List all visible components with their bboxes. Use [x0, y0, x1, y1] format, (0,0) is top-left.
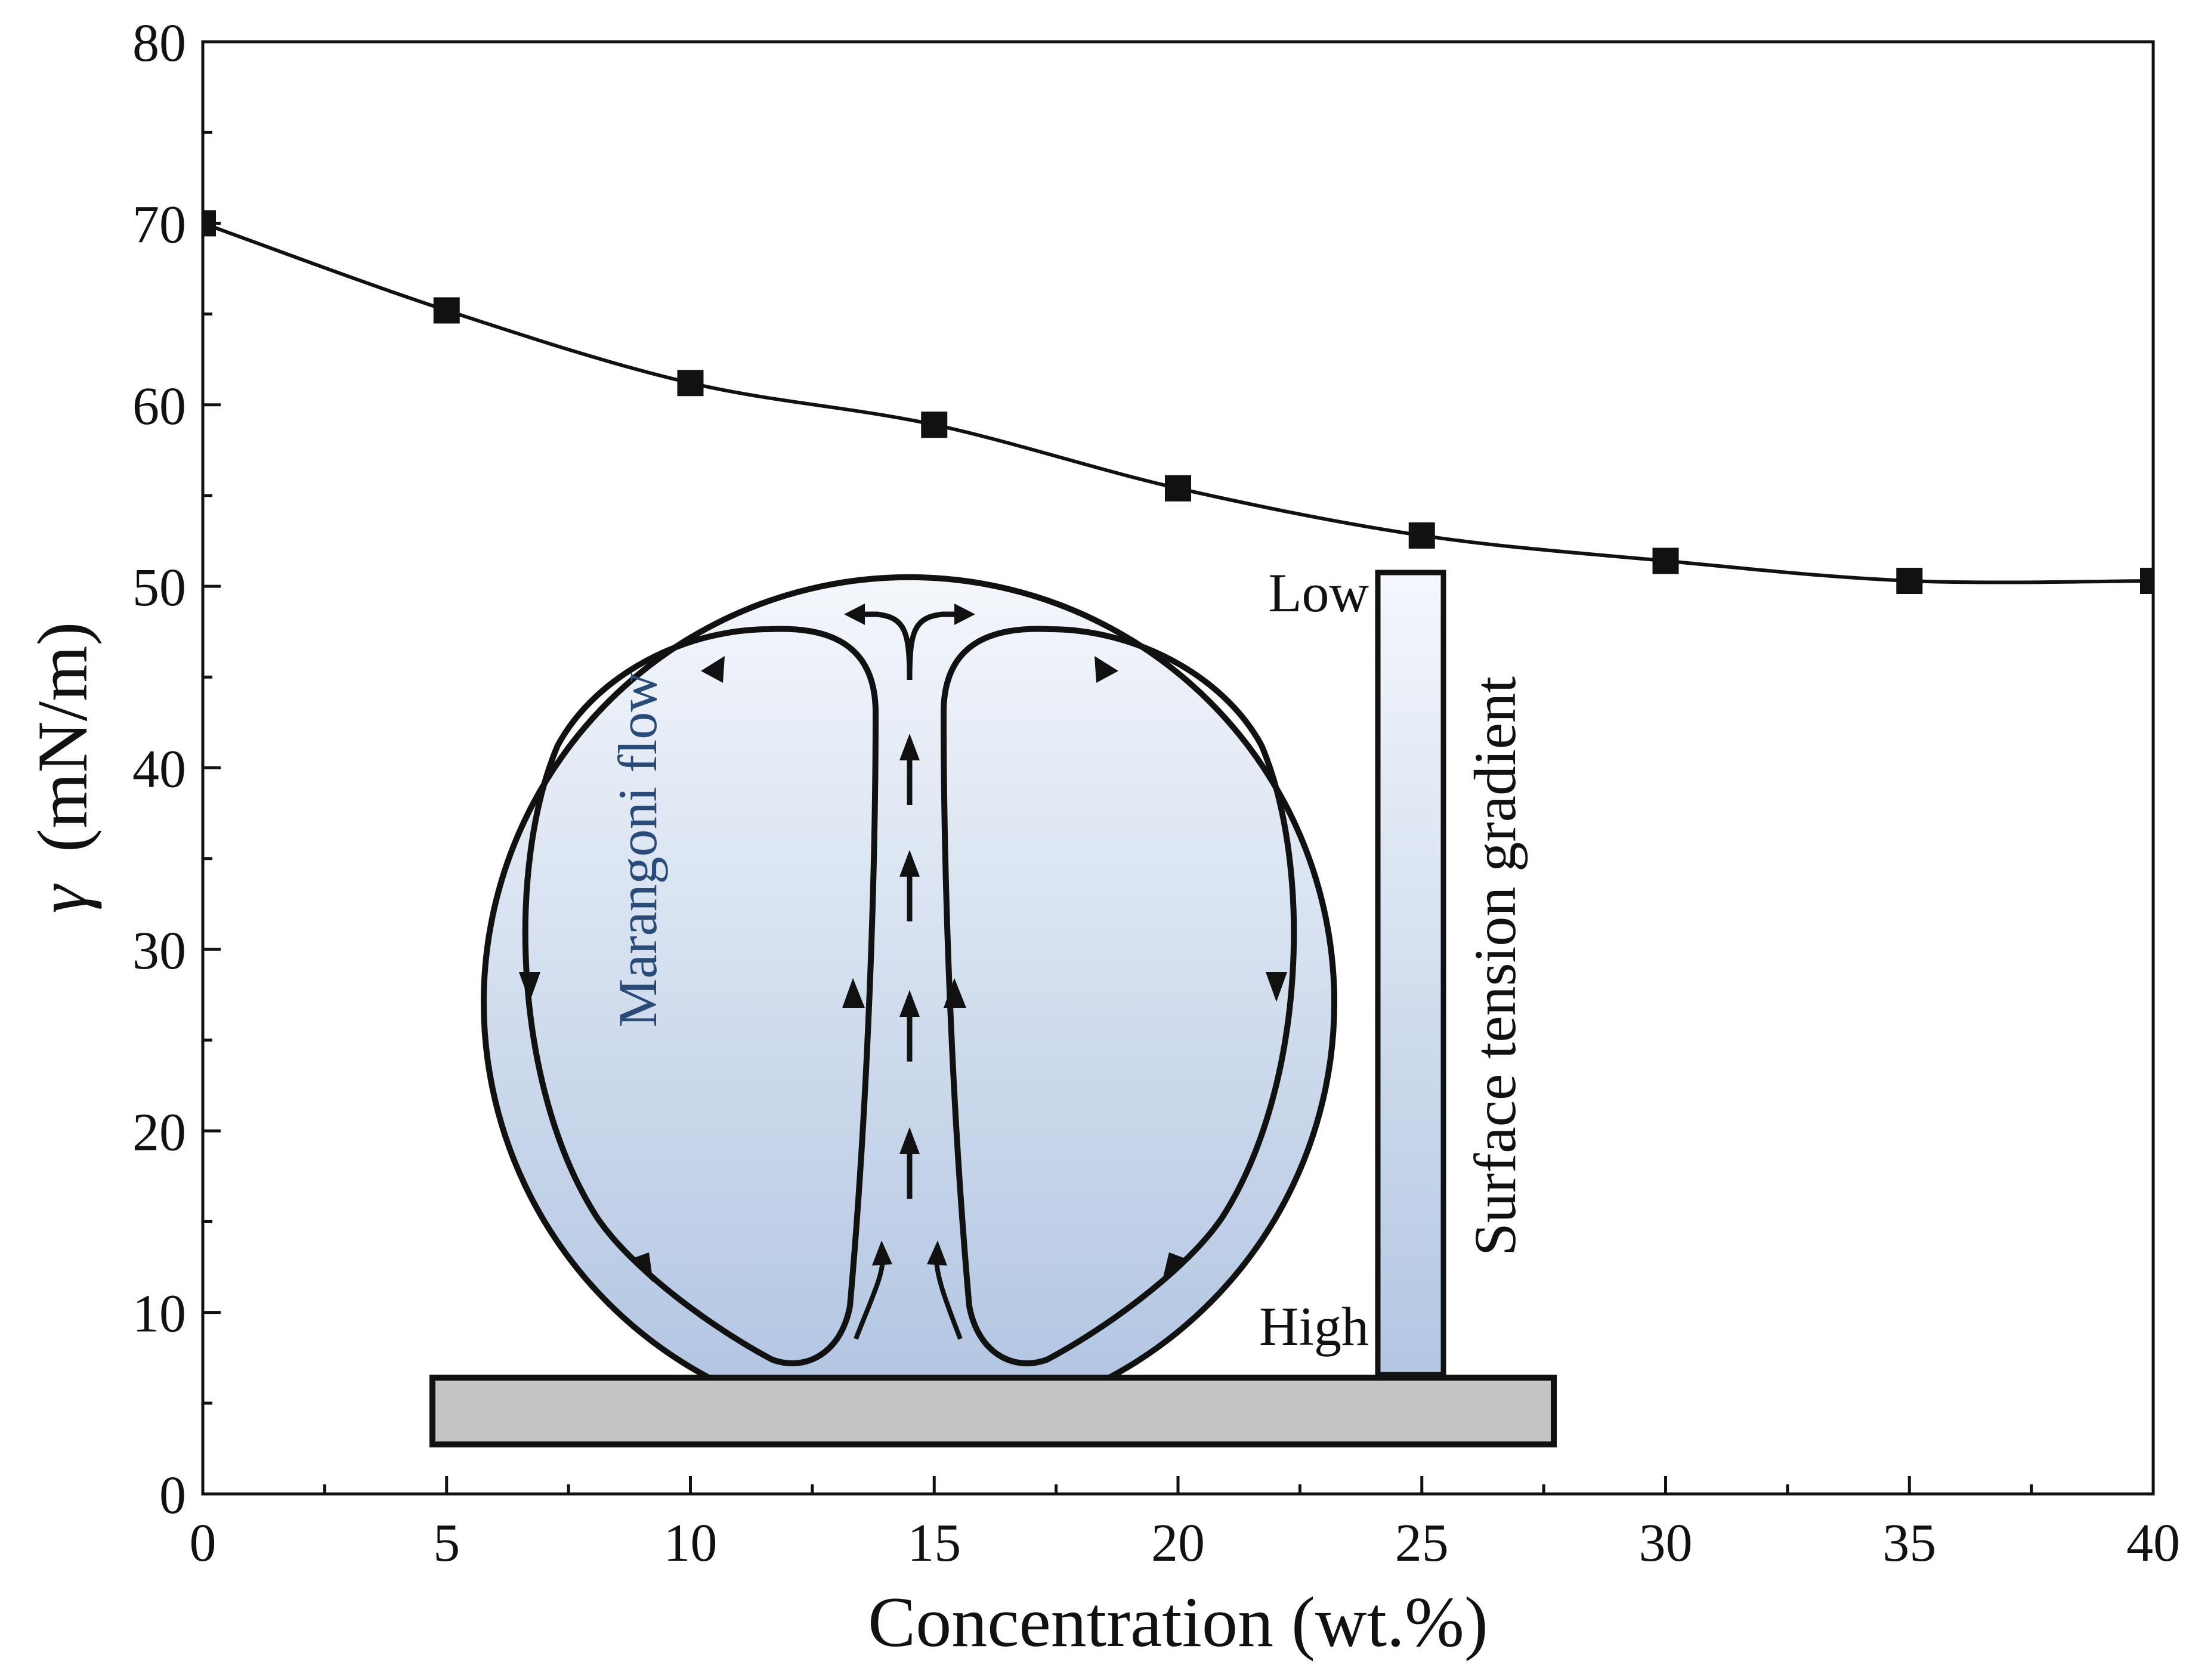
y-tick-label: 60	[132, 377, 186, 436]
loop-arrow-3	[629, 1252, 653, 1282]
y-tick-label: 10	[132, 1285, 186, 1344]
gradient-bar	[1375, 570, 1446, 1378]
y-tick-label: 50	[132, 558, 186, 617]
x-axis-label: Concentration (wt.%)	[868, 1582, 1488, 1662]
data-point	[677, 370, 704, 397]
loop-arrow-2	[519, 972, 540, 1002]
central-upflow	[899, 734, 920, 1199]
y-axis-label: γ (mN/m)	[23, 622, 102, 914]
x-tick-label: 30	[1639, 1514, 1693, 1573]
marangoni-schematic: Marangoni flow Low High Surface tension …	[429, 562, 1557, 1447]
arrow-right-head	[954, 604, 975, 625]
data-point	[1896, 567, 1923, 594]
loop-arrow-8	[944, 978, 966, 1008]
data-point	[1652, 547, 1679, 574]
marangoni-flow-label: Marangoni flow	[607, 672, 668, 1028]
x-tick-label: 0	[190, 1514, 217, 1573]
data-point	[921, 412, 948, 438]
x-tick-label: 5	[433, 1514, 460, 1573]
x-tick-label: 25	[1395, 1514, 1449, 1573]
x-tick-label: 35	[1882, 1514, 1936, 1573]
data-point	[203, 210, 216, 237]
y-axis-symbol: γ	[23, 883, 102, 913]
y-tick-label: 20	[132, 1103, 186, 1162]
y-tick-labels: 0 10 20 30 40 50 60 70 80	[132, 14, 186, 1525]
x-tick-label: 10	[664, 1514, 718, 1573]
bottom-curve-left-head	[872, 1240, 892, 1266]
x-tick-label: 15	[907, 1514, 961, 1573]
data-point	[433, 297, 460, 324]
arrow-left-head	[844, 604, 865, 625]
data-point	[1408, 522, 1435, 549]
loop-arrow-4	[842, 978, 865, 1008]
axis-ticks	[201, 40, 2155, 1496]
loop-arrow-1	[701, 656, 725, 683]
bottom-curve-right-head	[927, 1240, 947, 1266]
data-point	[1165, 475, 1191, 502]
x-tick-label: 20	[1151, 1514, 1205, 1573]
right-flow-loop	[940, 626, 1297, 1366]
y-tick-label: 40	[132, 740, 186, 799]
y-tick-label: 70	[132, 195, 186, 254]
y-tick-label: 30	[132, 921, 186, 980]
droplet	[481, 574, 1337, 1384]
x-tick-labels: 0 5 10 15 20 25 30 35 40	[190, 1514, 2181, 1573]
top-split-flow-right	[907, 611, 960, 680]
substrate	[429, 1375, 1557, 1447]
y-tick-label: 0	[159, 1466, 186, 1525]
data-point	[2140, 567, 2153, 594]
series-markers	[203, 210, 2153, 594]
loop-arrow-7	[1162, 1252, 1188, 1282]
left-flow-loop	[522, 626, 879, 1366]
loop-arrow-5	[1095, 656, 1118, 683]
high-label: High	[1259, 1296, 1369, 1357]
gradient-label: Surface tension gradient	[1462, 676, 1528, 1256]
series-line	[203, 221, 2153, 584]
low-label: Low	[1268, 562, 1369, 623]
x-tick-label: 40	[2126, 1514, 2180, 1573]
loop-arrow-6	[1266, 972, 1287, 1002]
y-axis-unit: (mN/m)	[23, 622, 102, 853]
y-tick-label: 80	[132, 14, 186, 73]
